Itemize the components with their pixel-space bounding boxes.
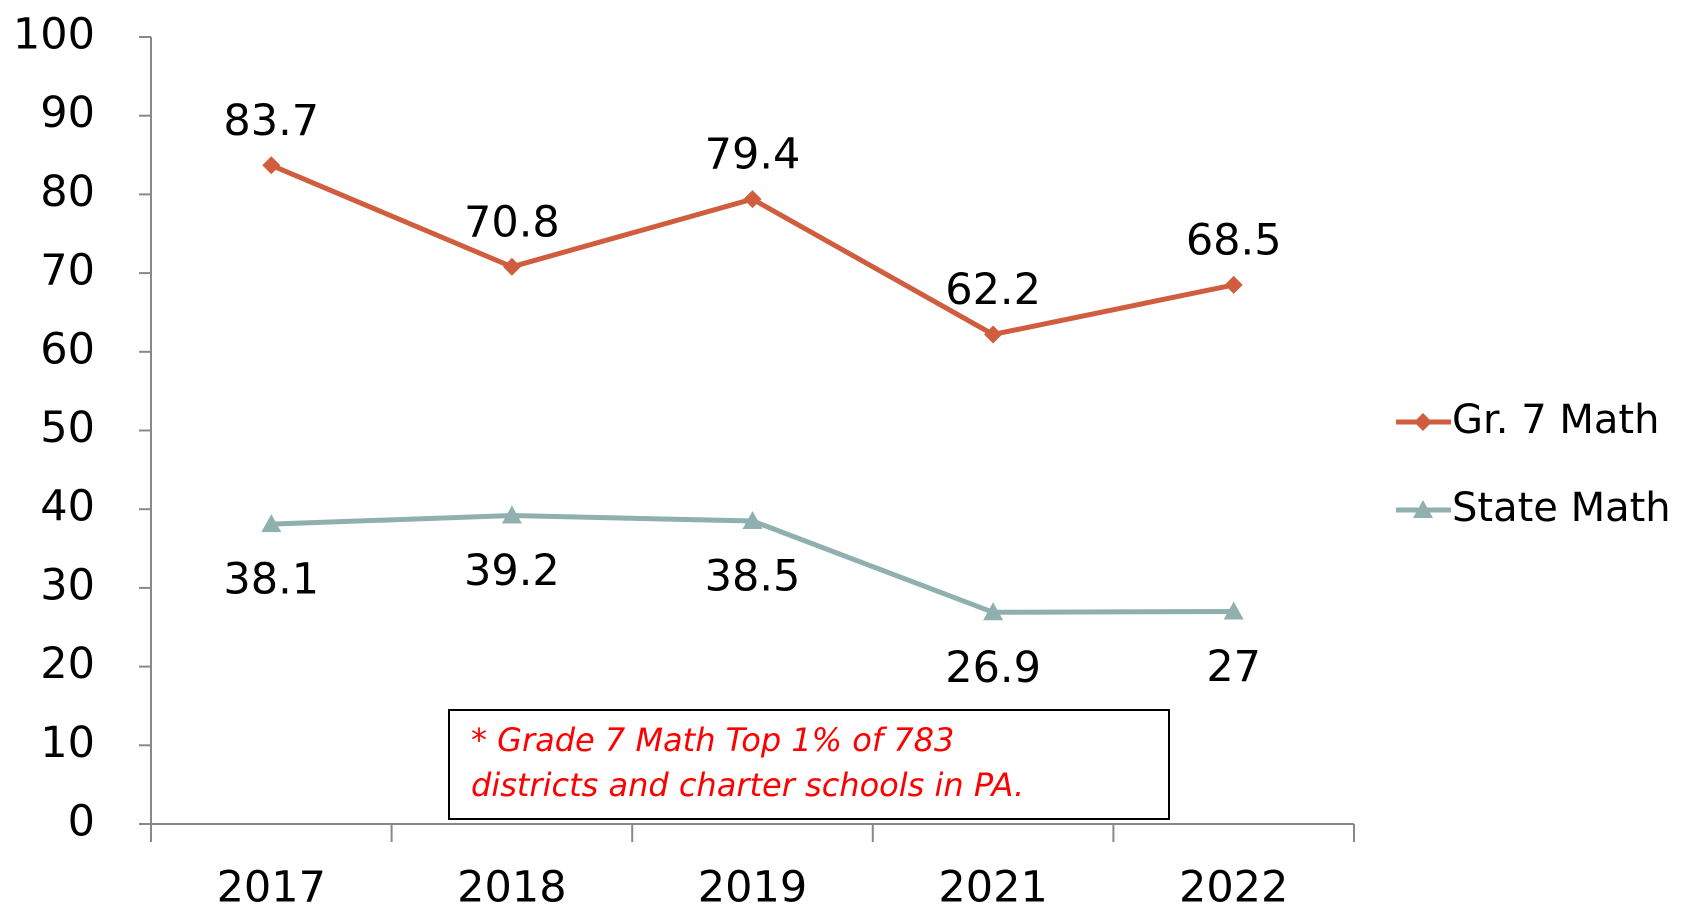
y-tick-label: 10 bbox=[40, 718, 95, 768]
marker bbox=[984, 325, 1003, 344]
y-tick-label: 60 bbox=[40, 324, 95, 374]
y-tick-label: 80 bbox=[40, 167, 95, 217]
x-tick-label: 2019 bbox=[698, 863, 807, 913]
x-tick-label: 2017 bbox=[217, 863, 326, 913]
data-label: 27 bbox=[1206, 642, 1261, 692]
marker bbox=[743, 190, 762, 209]
data-label: 38.1 bbox=[223, 555, 319, 605]
marker bbox=[1223, 601, 1244, 620]
marker bbox=[502, 257, 521, 276]
marker bbox=[261, 514, 282, 533]
data-label: 62.2 bbox=[945, 265, 1041, 315]
x-tick-label: 2018 bbox=[457, 863, 566, 913]
x-tick-label: 2021 bbox=[938, 863, 1047, 913]
y-tick-label: 70 bbox=[40, 246, 95, 296]
y-tick-label: 100 bbox=[13, 10, 95, 60]
marker bbox=[742, 511, 763, 530]
data-label: 26.9 bbox=[945, 643, 1041, 693]
y-tick-label: 40 bbox=[40, 482, 95, 532]
marker bbox=[1224, 275, 1243, 294]
marker bbox=[1413, 500, 1433, 518]
annotation: districts and charter schools in PA. bbox=[471, 766, 1024, 804]
annotation: * Grade 7 Math Top 1% of 783 bbox=[471, 721, 954, 759]
legend-label: State Math bbox=[1452, 485, 1671, 531]
annotation-box bbox=[448, 709, 1170, 820]
x-tick-label: 2022 bbox=[1179, 863, 1288, 913]
legend-label: Gr. 7 Math bbox=[1452, 397, 1659, 443]
y-tick-label: 0 bbox=[68, 797, 95, 847]
y-tick-label: 30 bbox=[40, 560, 95, 610]
marker bbox=[983, 602, 1004, 621]
data-label: 70.8 bbox=[464, 197, 560, 247]
data-label: 83.7 bbox=[223, 96, 319, 146]
y-tick-label: 90 bbox=[40, 88, 95, 138]
marker bbox=[501, 505, 522, 524]
data-label: 79.4 bbox=[705, 130, 801, 180]
y-tick-label: 20 bbox=[40, 639, 95, 689]
data-label: 68.5 bbox=[1186, 215, 1282, 265]
marker bbox=[262, 156, 281, 175]
data-label: 39.2 bbox=[464, 546, 560, 596]
marker bbox=[1414, 413, 1432, 431]
data-label: 38.5 bbox=[705, 552, 801, 602]
y-tick-label: 50 bbox=[40, 403, 95, 453]
